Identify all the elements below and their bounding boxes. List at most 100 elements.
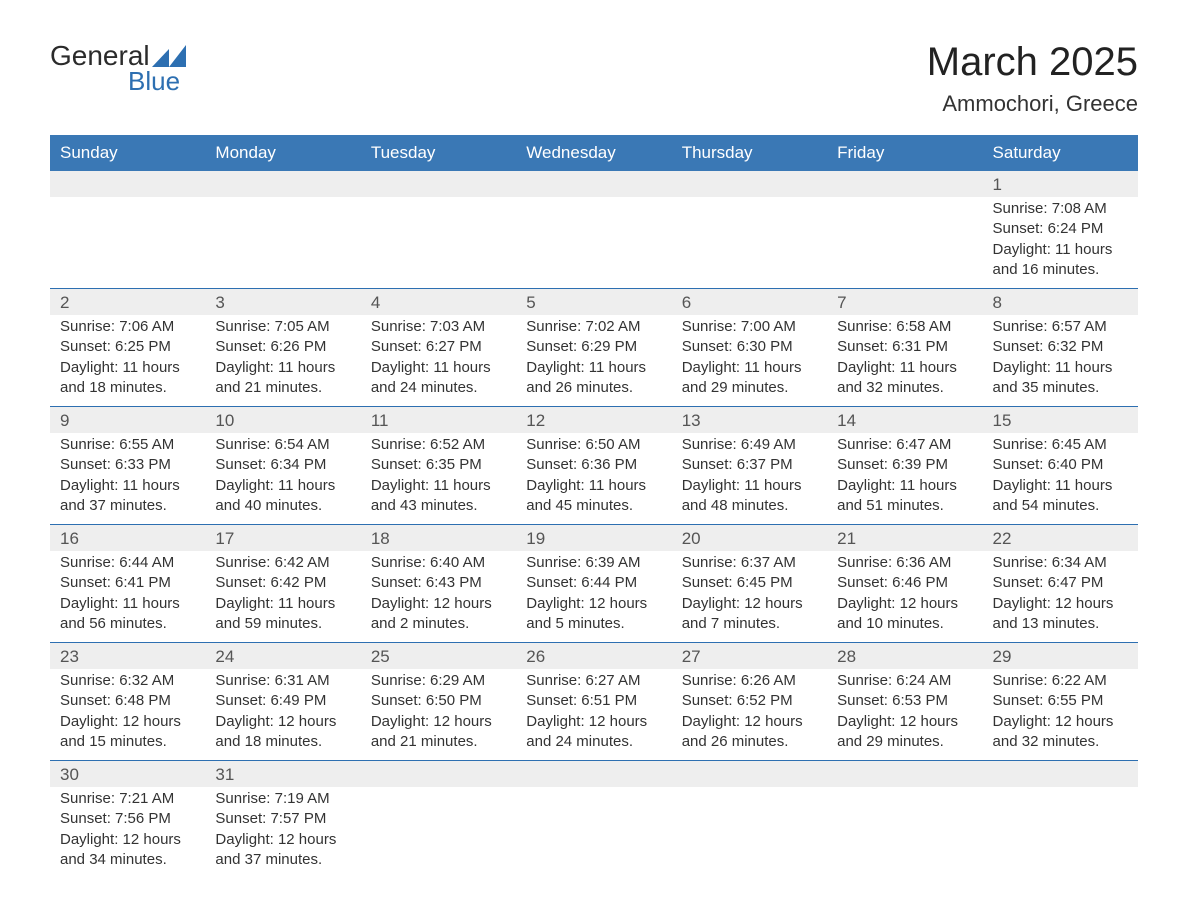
day-number: 29 <box>983 643 1138 670</box>
detail-row: Sunrise: 6:44 AMSunset: 6:41 PMDaylight:… <box>50 551 1138 643</box>
day-number: 31 <box>205 761 360 788</box>
detail-line: Sunset: 6:30 PM <box>682 337 817 357</box>
day-header-row: SundayMondayTuesdayWednesdayThursdayFrid… <box>50 135 1138 171</box>
detail-line: Sunrise: 6:44 AM <box>60 553 195 573</box>
day-header: Monday <box>205 135 360 171</box>
day-details: Sunrise: 7:08 AMSunset: 6:24 PMDaylight:… <box>983 197 1138 289</box>
calendar-head: SundayMondayTuesdayWednesdayThursdayFrid… <box>50 135 1138 171</box>
detail-line: Sunset: 6:44 PM <box>526 573 661 593</box>
detail-line: Daylight: 11 hours and 21 minutes. <box>215 358 350 399</box>
detail-line: Daylight: 12 hours and 10 minutes. <box>837 594 972 635</box>
detail-line: Daylight: 11 hours and 29 minutes. <box>682 358 817 399</box>
day-details: Sunrise: 6:57 AMSunset: 6:32 PMDaylight:… <box>983 315 1138 407</box>
detail-line: Daylight: 11 hours and 18 minutes. <box>60 358 195 399</box>
day-details: Sunrise: 6:40 AMSunset: 6:43 PMDaylight:… <box>361 551 516 643</box>
day-details: Sunrise: 6:36 AMSunset: 6:46 PMDaylight:… <box>827 551 982 643</box>
detail-line: Sunrise: 7:02 AM <box>526 317 661 337</box>
day-number: 4 <box>361 289 516 316</box>
detail-line: Sunrise: 6:26 AM <box>682 671 817 691</box>
detail-line: Sunset: 6:32 PM <box>993 337 1128 357</box>
detail-line: Daylight: 12 hours and 34 minutes. <box>60 830 195 871</box>
detail-row: Sunrise: 7:08 AMSunset: 6:24 PMDaylight:… <box>50 197 1138 289</box>
day-number: 6 <box>672 289 827 316</box>
day-number <box>672 761 827 788</box>
detail-line: Daylight: 12 hours and 29 minutes. <box>837 712 972 753</box>
detail-line: Sunrise: 7:06 AM <box>60 317 195 337</box>
day-details <box>516 197 671 289</box>
logo: General Blue <box>50 40 186 97</box>
day-number: 15 <box>983 407 1138 434</box>
day-details: Sunrise: 6:32 AMSunset: 6:48 PMDaylight:… <box>50 669 205 761</box>
detail-line: Sunrise: 7:19 AM <box>215 789 350 809</box>
day-number: 2 <box>50 289 205 316</box>
day-details: Sunrise: 6:47 AMSunset: 6:39 PMDaylight:… <box>827 433 982 525</box>
detail-line: Sunset: 6:40 PM <box>993 455 1128 475</box>
day-details <box>361 197 516 289</box>
daynum-row: 23242526272829 <box>50 643 1138 670</box>
detail-line: Sunrise: 6:24 AM <box>837 671 972 691</box>
day-details: Sunrise: 7:19 AMSunset: 7:57 PMDaylight:… <box>205 787 360 878</box>
detail-line: Sunset: 6:31 PM <box>837 337 972 357</box>
day-details: Sunrise: 6:39 AMSunset: 6:44 PMDaylight:… <box>516 551 671 643</box>
detail-line: Sunset: 6:26 PM <box>215 337 350 357</box>
detail-line: Sunrise: 6:52 AM <box>371 435 506 455</box>
detail-line: Daylight: 11 hours and 35 minutes. <box>993 358 1128 399</box>
day-number: 24 <box>205 643 360 670</box>
detail-line: Daylight: 11 hours and 59 minutes. <box>215 594 350 635</box>
day-number <box>361 171 516 197</box>
detail-line: Sunset: 6:27 PM <box>371 337 506 357</box>
detail-line: Sunset: 6:37 PM <box>682 455 817 475</box>
detail-line: Daylight: 11 hours and 24 minutes. <box>371 358 506 399</box>
detail-line: Daylight: 12 hours and 15 minutes. <box>60 712 195 753</box>
day-details: Sunrise: 6:54 AMSunset: 6:34 PMDaylight:… <box>205 433 360 525</box>
detail-line: Daylight: 11 hours and 16 minutes. <box>993 240 1128 281</box>
detail-line: Daylight: 11 hours and 32 minutes. <box>837 358 972 399</box>
day-number <box>516 171 671 197</box>
day-details: Sunrise: 6:27 AMSunset: 6:51 PMDaylight:… <box>516 669 671 761</box>
detail-line: Sunset: 6:36 PM <box>526 455 661 475</box>
detail-line: Sunset: 6:53 PM <box>837 691 972 711</box>
day-details: Sunrise: 6:45 AMSunset: 6:40 PMDaylight:… <box>983 433 1138 525</box>
detail-line: Daylight: 11 hours and 48 minutes. <box>682 476 817 517</box>
day-details: Sunrise: 6:44 AMSunset: 6:41 PMDaylight:… <box>50 551 205 643</box>
detail-line: Sunrise: 7:21 AM <box>60 789 195 809</box>
day-number <box>827 761 982 788</box>
day-details: Sunrise: 6:52 AMSunset: 6:35 PMDaylight:… <box>361 433 516 525</box>
day-number <box>205 171 360 197</box>
detail-line: Sunrise: 6:58 AM <box>837 317 972 337</box>
detail-row: Sunrise: 7:06 AMSunset: 6:25 PMDaylight:… <box>50 315 1138 407</box>
detail-line: Daylight: 11 hours and 51 minutes. <box>837 476 972 517</box>
detail-line: Sunrise: 6:45 AM <box>993 435 1128 455</box>
day-header: Wednesday <box>516 135 671 171</box>
day-details: Sunrise: 7:02 AMSunset: 6:29 PMDaylight:… <box>516 315 671 407</box>
day-number: 25 <box>361 643 516 670</box>
day-number: 5 <box>516 289 671 316</box>
day-details: Sunrise: 7:21 AMSunset: 7:56 PMDaylight:… <box>50 787 205 878</box>
detail-line: Sunrise: 7:05 AM <box>215 317 350 337</box>
detail-line: Sunset: 6:42 PM <box>215 573 350 593</box>
detail-line: Sunrise: 6:22 AM <box>993 671 1128 691</box>
detail-line: Sunrise: 6:39 AM <box>526 553 661 573</box>
calendar-body: 1Sunrise: 7:08 AMSunset: 6:24 PMDaylight… <box>50 171 1138 878</box>
day-number: 18 <box>361 525 516 552</box>
day-header: Thursday <box>672 135 827 171</box>
day-details: Sunrise: 6:24 AMSunset: 6:53 PMDaylight:… <box>827 669 982 761</box>
detail-line: Daylight: 11 hours and 43 minutes. <box>371 476 506 517</box>
day-number <box>983 761 1138 788</box>
detail-line: Daylight: 11 hours and 37 minutes. <box>60 476 195 517</box>
detail-line: Daylight: 12 hours and 37 minutes. <box>215 830 350 871</box>
day-number: 3 <box>205 289 360 316</box>
calendar-table: SundayMondayTuesdayWednesdayThursdayFrid… <box>50 135 1138 878</box>
detail-line: Daylight: 12 hours and 32 minutes. <box>993 712 1128 753</box>
day-number: 17 <box>205 525 360 552</box>
detail-line: Sunrise: 6:34 AM <box>993 553 1128 573</box>
daynum-row: 2345678 <box>50 289 1138 316</box>
day-number: 12 <box>516 407 671 434</box>
day-details: Sunrise: 6:31 AMSunset: 6:49 PMDaylight:… <box>205 669 360 761</box>
day-details: Sunrise: 7:03 AMSunset: 6:27 PMDaylight:… <box>361 315 516 407</box>
day-details <box>827 787 982 878</box>
detail-line: Sunrise: 6:54 AM <box>215 435 350 455</box>
detail-row: Sunrise: 6:55 AMSunset: 6:33 PMDaylight:… <box>50 433 1138 525</box>
detail-line: Sunrise: 6:50 AM <box>526 435 661 455</box>
day-number: 8 <box>983 289 1138 316</box>
